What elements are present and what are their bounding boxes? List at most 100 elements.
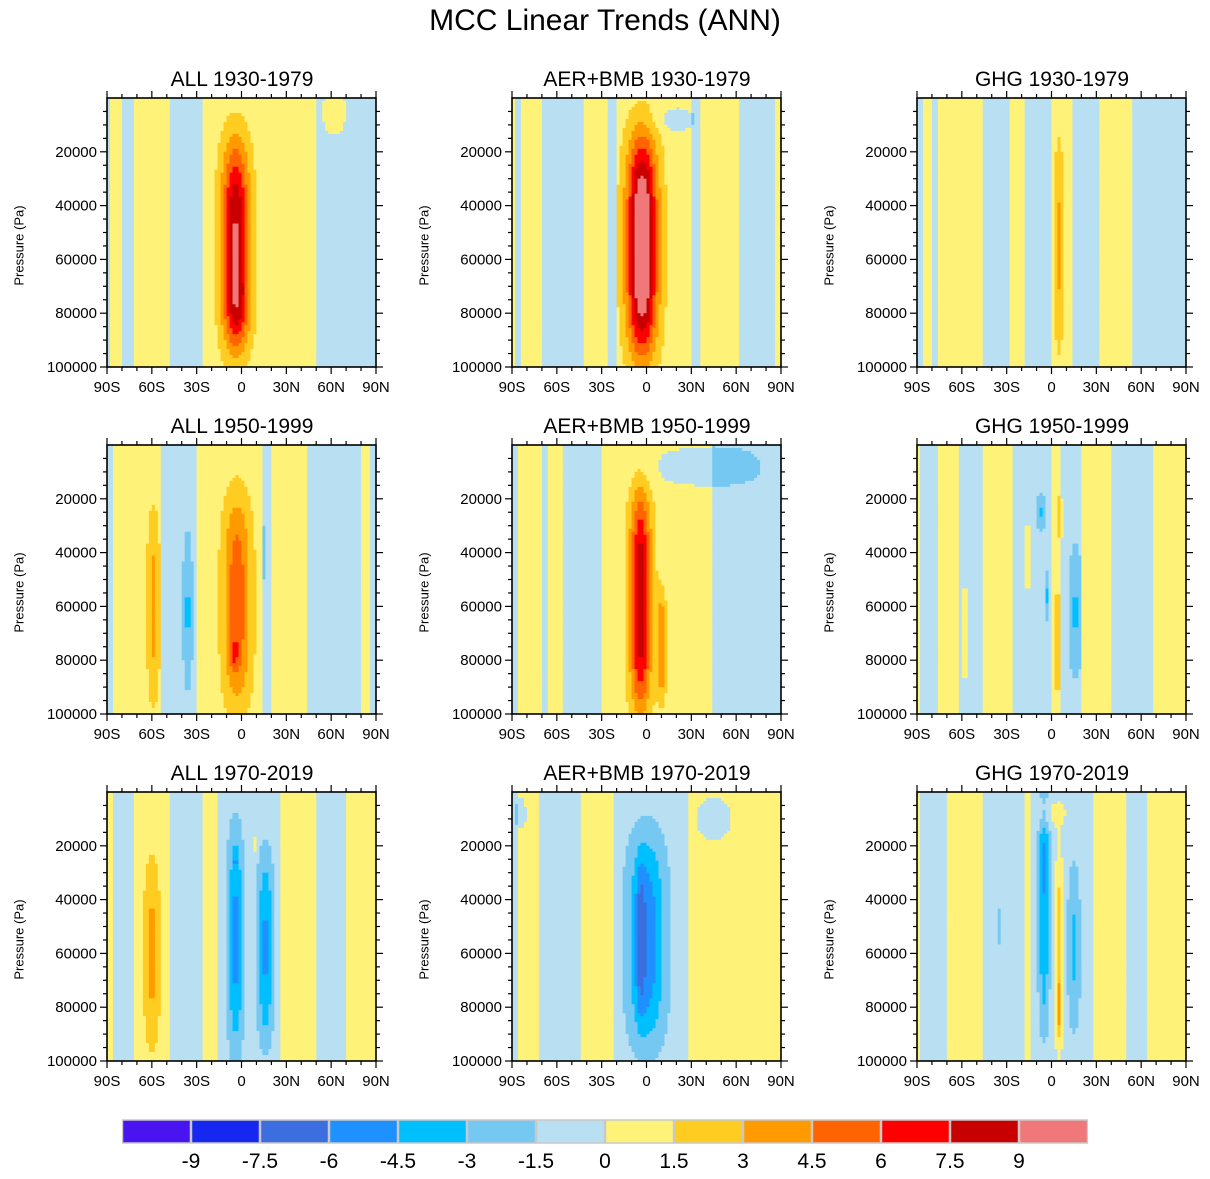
contour-cell xyxy=(607,103,618,108)
contour-cell xyxy=(370,471,377,476)
contour-cell xyxy=(316,256,377,260)
contour-cell xyxy=(1024,244,1052,248)
contour-cell xyxy=(622,130,632,135)
contour-cell xyxy=(982,205,1011,209)
contour-cell xyxy=(325,124,344,129)
contour-cell xyxy=(917,331,924,335)
contour-cell xyxy=(307,459,362,464)
contour-cell xyxy=(1132,361,1187,365)
contour-cell xyxy=(634,307,638,311)
contour-cell xyxy=(649,283,653,287)
contour-cell xyxy=(220,196,224,201)
contour-cell xyxy=(214,214,221,218)
contour-cell xyxy=(514,169,522,174)
contour-cell xyxy=(931,232,939,236)
contour-cell xyxy=(661,352,692,356)
contour-cell xyxy=(109,307,123,311)
contour-cell xyxy=(217,346,227,350)
contour-cell xyxy=(739,220,776,224)
contour-cell xyxy=(607,328,618,332)
contour-cell xyxy=(937,109,984,114)
contour-cell xyxy=(700,193,740,198)
contour-cell xyxy=(694,121,701,126)
contour-cell xyxy=(316,121,326,126)
contour-cell xyxy=(1024,178,1052,183)
contour-cell xyxy=(634,268,650,272)
contour-cell xyxy=(1099,286,1133,290)
contour-cell xyxy=(107,241,111,245)
contour-cell xyxy=(661,193,668,198)
contour-cell xyxy=(121,301,135,305)
contour-cell xyxy=(247,316,251,320)
contour-cell xyxy=(1054,181,1064,186)
contour-cell xyxy=(202,142,218,147)
contour-cell xyxy=(931,253,939,257)
contour-cell xyxy=(541,115,585,120)
contour-cell xyxy=(982,223,1011,227)
contour-cell xyxy=(265,531,272,536)
contour-cell xyxy=(691,301,701,305)
contour-cell xyxy=(520,175,543,180)
contour-cell xyxy=(514,172,522,177)
contour-cell xyxy=(616,349,623,353)
contour-cell xyxy=(514,274,522,278)
contour-cell xyxy=(520,316,543,320)
contour-cell xyxy=(107,528,114,533)
contour-cell xyxy=(658,244,662,248)
contour-cell xyxy=(109,160,123,165)
contour-cell xyxy=(247,238,251,242)
contour-cell xyxy=(583,166,609,171)
contour-cell xyxy=(931,346,939,350)
contour-cell xyxy=(220,268,224,272)
contour-cell xyxy=(229,340,242,344)
contour-cell xyxy=(541,199,585,204)
contour-cell xyxy=(607,229,618,233)
contour-cell xyxy=(634,232,650,236)
contour-cell xyxy=(214,289,221,293)
contour-cell xyxy=(634,187,638,192)
contour-cell xyxy=(202,289,215,293)
contour-cell xyxy=(1063,268,1073,272)
panel-0: ALL 1930-1979 Pressure (Pa) 90S 60S 30S 0 30N 6… xyxy=(0,68,400,408)
contour-cell xyxy=(739,262,776,266)
contour-cell xyxy=(917,196,924,201)
contour-cell xyxy=(652,331,659,335)
contour-cell xyxy=(739,106,776,111)
contour-cell xyxy=(202,229,215,233)
contour-cell xyxy=(1009,211,1025,215)
figure-title: MCC Linear Trends (ANN) xyxy=(429,4,781,37)
contour-cell xyxy=(169,98,204,102)
contour-cell xyxy=(541,178,585,183)
contour-cell xyxy=(1072,337,1100,341)
contour-cell xyxy=(157,516,162,521)
contour-cell xyxy=(1057,247,1061,251)
contour-cell xyxy=(937,265,984,269)
contour-cell xyxy=(226,142,245,147)
contour-cell xyxy=(667,196,692,201)
contour-cell xyxy=(223,283,227,287)
contour-cell xyxy=(922,145,933,150)
contour-cell xyxy=(658,259,662,263)
contour-cell xyxy=(622,355,632,359)
contour-cell xyxy=(238,289,245,293)
contour-cell xyxy=(256,220,317,224)
contour-cell xyxy=(247,259,251,263)
contour-cell xyxy=(652,304,656,308)
contour-cell xyxy=(514,262,522,266)
contour-cell xyxy=(583,98,609,102)
contour-cell xyxy=(217,157,224,162)
contour-cell xyxy=(133,253,171,257)
contour-cell xyxy=(658,253,662,257)
contour-cell xyxy=(256,208,317,212)
contour-cell xyxy=(1009,304,1025,308)
contour-cell xyxy=(739,265,776,269)
contour-cell xyxy=(244,142,254,147)
contour-cell xyxy=(937,322,984,326)
contour-cell xyxy=(982,118,1011,123)
contour-cell xyxy=(655,148,665,153)
contour-cell xyxy=(214,259,221,263)
contour-cell xyxy=(1051,103,1073,108)
contour-cell xyxy=(655,202,659,206)
contour-cell xyxy=(238,247,242,251)
contour-cell xyxy=(628,247,632,251)
